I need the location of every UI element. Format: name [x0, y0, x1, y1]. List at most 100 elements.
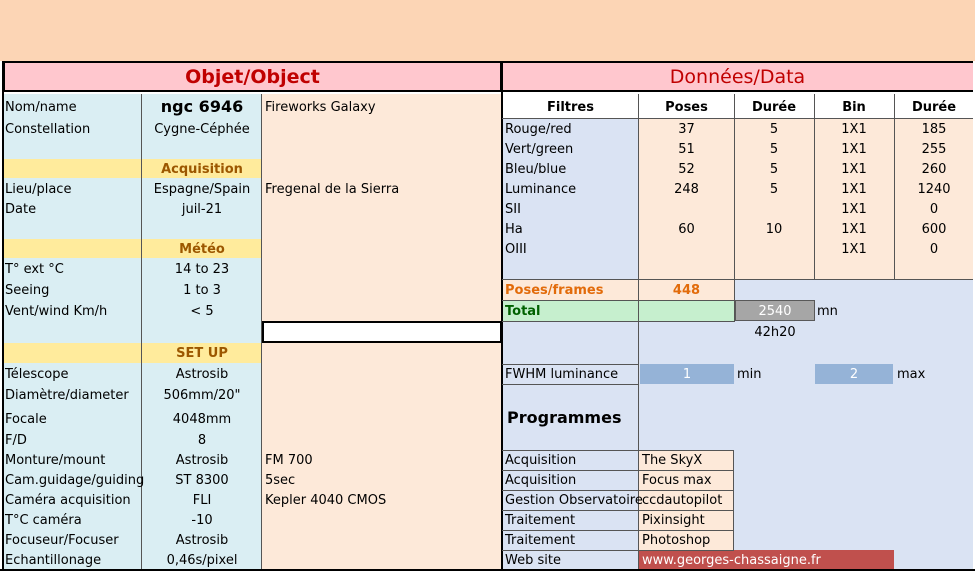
value-diameter: 506mm/20" — [163, 388, 241, 403]
filter-name: Vert/green — [505, 142, 574, 157]
value-camera: FLI — [192, 493, 212, 508]
filter-bin: 1X1 — [841, 182, 867, 197]
value-date: juil-21 — [181, 202, 223, 217]
website-box[interactable] — [639, 550, 894, 569]
extra-camera: Kepler 4040 CMOS — [265, 493, 387, 508]
fwhm-min-box — [640, 364, 734, 384]
filter-poses: 60 — [678, 222, 695, 237]
website-link[interactable]: www.georges-chassaigne.fr — [642, 553, 821, 568]
fwhm-max-value[interactable]: 2 — [849, 367, 859, 382]
data-title: Données/Data — [669, 66, 806, 88]
label-focale: Focale — [5, 412, 47, 427]
label-sampling: Echantillonage — [5, 553, 102, 568]
filter-duree: 5 — [769, 142, 779, 157]
programme-software: ccdautopilot — [642, 493, 723, 508]
value-focale: 4048mm — [172, 412, 232, 427]
gridline — [502, 321, 735, 322]
extra-nom: Fireworks Galaxy — [265, 100, 376, 115]
data-header — [502, 61, 973, 92]
value-guiding: ST 8300 — [175, 473, 229, 488]
gridline — [502, 550, 734, 551]
programme-task: Traitement — [505, 533, 576, 548]
filter-name: OIII — [505, 242, 527, 257]
total-value: 2540 — [758, 304, 792, 319]
object-title: Objet/Object — [185, 66, 320, 88]
section-meteo: Météo — [179, 242, 225, 257]
filter-name: Luminance — [505, 182, 577, 197]
total-label: Total — [505, 304, 541, 319]
fwhm-min-label: min — [737, 367, 762, 382]
filter-bin: 1X1 — [841, 202, 867, 217]
value-seeing: 1 to 3 — [183, 283, 221, 298]
gridline — [638, 94, 639, 569]
gridline — [502, 118, 973, 119]
label-nom: Nom/name — [5, 100, 77, 115]
object-header — [3, 61, 502, 92]
total-hours: 42h20 — [754, 325, 796, 340]
label-mount: Monture/mount — [5, 453, 106, 468]
value-camera-temp: -10 — [191, 513, 213, 528]
filters-values — [639, 94, 973, 280]
filter-bin: 1X1 — [841, 222, 867, 237]
filter-poses: 51 — [678, 142, 695, 157]
value-temp: 14 to 23 — [174, 262, 230, 277]
programmes-software-column — [639, 450, 734, 550]
programme-software: Focus max — [642, 473, 712, 488]
poses-frames-value: 448 — [672, 283, 701, 298]
poses-frames-label: Poses/frames — [505, 283, 604, 298]
gridline — [894, 94, 895, 280]
meteo-band — [3, 239, 262, 258]
section-setup: SET UP — [176, 346, 228, 361]
label-temp: T° ext °C — [5, 262, 64, 277]
filter-bin: 1X1 — [841, 142, 867, 157]
selected-cell[interactable] — [262, 321, 502, 343]
label-camera-temp: T°C caméra — [5, 513, 82, 528]
value-lieu: Espagne/Spain — [153, 182, 251, 197]
programme-task: Acquisition — [505, 473, 577, 488]
filter-duree: 5 — [769, 122, 779, 137]
label-camera: Caméra acquisition — [5, 493, 131, 508]
filter-name: Bleu/blue — [505, 162, 567, 177]
filter-total: 255 — [921, 142, 947, 157]
gridline — [502, 490, 734, 491]
filter-name: Rouge/red — [505, 122, 572, 137]
total-row — [502, 300, 735, 321]
gridline — [733, 450, 734, 550]
programme-task: Gestion Observatoire — [505, 493, 643, 508]
gridline — [814, 94, 815, 280]
fwhm-max-box — [815, 364, 893, 384]
programme-software: Photoshop — [642, 533, 711, 548]
filter-bin: 1X1 — [841, 122, 867, 137]
gridline — [0, 569, 975, 571]
setup-band — [3, 343, 262, 363]
label-telescope: Télescope — [5, 367, 69, 382]
filter-total: 600 — [921, 222, 947, 237]
programme-software: Pixinsight — [642, 513, 705, 528]
filter-total: 0 — [929, 202, 939, 217]
total-box — [735, 300, 815, 321]
fwhm-max-label: max — [897, 367, 926, 382]
gridline — [502, 384, 639, 385]
filter-duree: 10 — [765, 222, 783, 237]
gridline — [261, 94, 262, 569]
fwhm-label: FWHM luminance — [505, 367, 619, 382]
filter-total: 0 — [929, 242, 939, 257]
header-filtres: Filtres — [547, 100, 594, 115]
programme-task: Acquisition — [505, 453, 577, 468]
value-sampling: 0,46s/pixel — [166, 553, 238, 568]
fwhm-min-value[interactable]: 1 — [682, 367, 692, 382]
label-diameter: Diamètre/diameter — [5, 388, 129, 403]
section-acquisition: Acquisition — [161, 162, 243, 177]
gridline — [501, 61, 503, 569]
gridline — [502, 450, 734, 451]
value-constellation: Cygne-Céphée — [154, 122, 250, 137]
value-mount: Astrosib — [175, 453, 229, 468]
header-poses: Poses — [665, 100, 708, 115]
label-focuser: Focuseur/Focuser — [5, 533, 119, 548]
poses-frames-row — [502, 280, 735, 300]
gridline — [2, 61, 4, 569]
label-guiding: Cam.guidage/guiding — [5, 473, 145, 488]
filter-bin: 1X1 — [841, 162, 867, 177]
filter-name: SII — [505, 202, 521, 217]
label-seeing: Seeing — [5, 283, 50, 298]
